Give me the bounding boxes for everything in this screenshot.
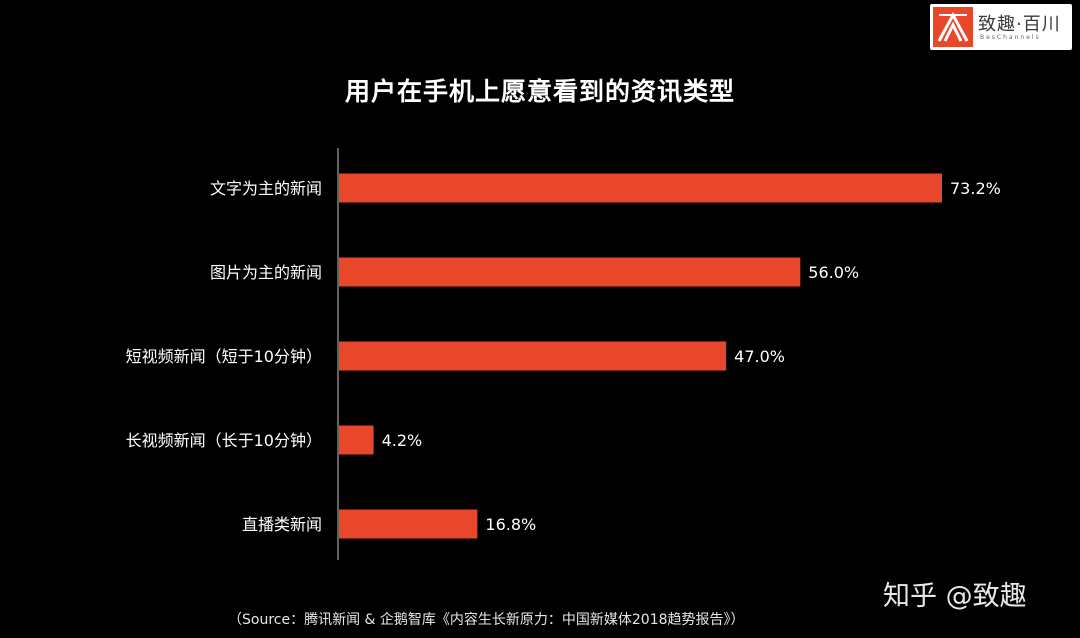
logo-name: 致趣·百川 bbox=[978, 14, 1061, 35]
chart-title: 用户在手机上愿意看到的资讯类型 bbox=[344, 77, 735, 106]
source-note: （Source：腾讯新闻 & 企鹅智库《内容生长新原力：中国新媒体2018趋势报… bbox=[228, 612, 745, 628]
value-label-4: 16.8% bbox=[485, 515, 536, 534]
value-label-2: 47.0% bbox=[734, 347, 785, 366]
value-label-0: 73.2% bbox=[950, 179, 1001, 198]
category-label-1: 图片为主的新闻 bbox=[210, 263, 322, 282]
bar-0 bbox=[339, 173, 942, 203]
category-label-2: 短视频新闻（短于10分钟） bbox=[126, 347, 322, 366]
bar-2 bbox=[339, 341, 727, 371]
value-label-1: 56.0% bbox=[808, 263, 859, 282]
category-label-4: 直播类新闻 bbox=[242, 515, 322, 534]
category-label-3: 长视频新闻（长于10分钟） bbox=[126, 431, 322, 450]
logo-mark-icon bbox=[933, 7, 973, 47]
bar-1 bbox=[339, 257, 801, 287]
bar-4 bbox=[339, 509, 478, 539]
category-label-0: 文字为主的新闻 bbox=[210, 179, 322, 198]
brand-logo: 致趣·百川 BesChannels bbox=[930, 4, 1072, 50]
logo-subtitle: BesChannels bbox=[980, 34, 1041, 41]
value-label-3: 4.2% bbox=[382, 431, 423, 450]
bar-3 bbox=[339, 425, 374, 455]
watermark: 知乎 @致趣 bbox=[883, 581, 1027, 612]
